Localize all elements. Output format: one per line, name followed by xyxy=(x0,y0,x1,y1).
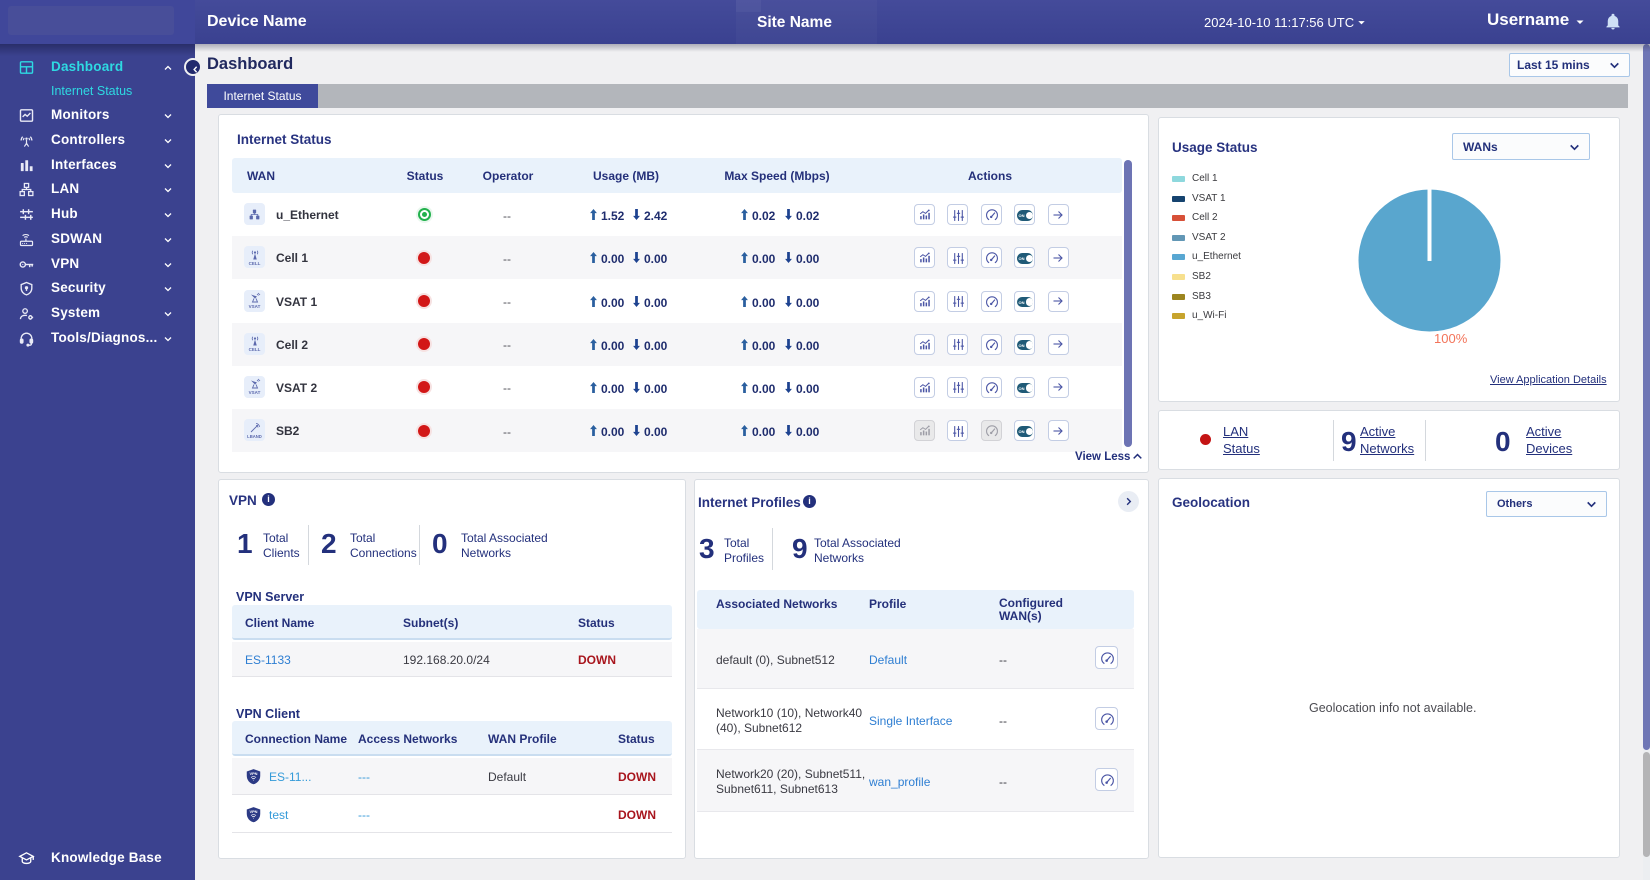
svg-text:VPN: VPN xyxy=(250,809,258,814)
svg-text:VPN: VPN xyxy=(250,771,258,776)
